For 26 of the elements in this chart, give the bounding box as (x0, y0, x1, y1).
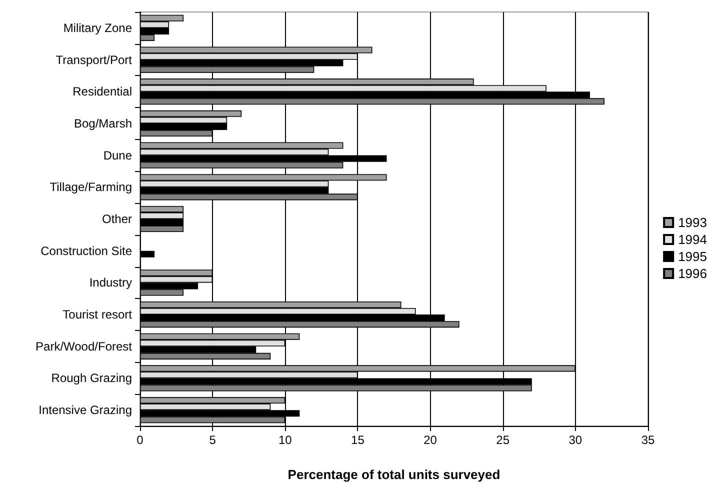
y-tick-label: Bog/Marsh (74, 116, 132, 130)
legend-label: 1994 (678, 232, 707, 247)
y-tick-label: Military Zone (63, 20, 132, 35)
x-tick-label: 35 (641, 433, 655, 447)
y-tick-label: Tourist resort (62, 308, 133, 322)
x-tick-label: 0 (136, 433, 144, 447)
x-tick-label: 5 (209, 433, 216, 447)
y-tick-label: Other (102, 212, 132, 226)
y-tick-label: Dune (103, 148, 132, 162)
x-tick-label: 10 (278, 433, 292, 447)
y-tick-label: Rough Grazing (51, 371, 132, 386)
x-tick-label: 30 (568, 433, 582, 447)
y-tick-label: Residential (72, 84, 132, 99)
legend-label: 1996 (678, 266, 707, 281)
x-tick-label: 15 (351, 433, 365, 447)
legend-label: 1995 (678, 249, 707, 264)
x-tick-label: 25 (496, 433, 510, 447)
y-tick-label: Park/Wood/Forest (36, 339, 133, 354)
y-tick-label: Tillage/Farming (50, 180, 132, 194)
y-tick-label: Industry (89, 276, 132, 290)
legend-label: 1993 (678, 215, 707, 230)
y-tick-label: Intensive Grazing (38, 403, 132, 418)
x-tick-label: 20 (424, 433, 438, 447)
y-tick-label: Transport/Port (56, 52, 133, 67)
y-tick-label: Construction Site (40, 244, 132, 258)
x-axis-title: Percentage of total units surveyed (288, 467, 500, 482)
